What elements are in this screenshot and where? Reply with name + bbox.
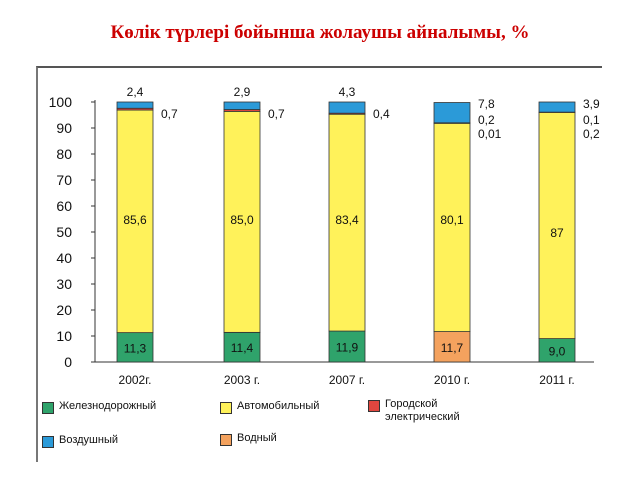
data-label-urban-electric: 0,7 — [268, 107, 285, 121]
y-tick-label: 40 — [56, 250, 72, 266]
chart-legend: Железнодорожный Автомобильный Городской … — [38, 396, 604, 462]
data-label-road: 80,1 — [440, 213, 464, 227]
bar-segment-water — [433, 331, 471, 363]
legend-swatch-railway — [42, 402, 54, 414]
legend-swatch-water — [220, 434, 232, 446]
x-tick-label: 2007 г. — [329, 373, 365, 387]
legend-label-water: Водный — [237, 432, 277, 444]
legend-item-air: Воздушный — [42, 434, 118, 448]
data-label-air: 3,9 — [583, 97, 600, 111]
bar-segment-road — [433, 122, 471, 332]
legend-item-road: Автомобильный — [220, 400, 319, 414]
chart-figure: 0 10 20 30 40 50 60 70 80 90 100 11,3 85,6 2,4 0,7 2002… — [36, 66, 602, 462]
data-label-air: 2,4 — [127, 85, 144, 99]
x-tick-label: 2010 г. — [434, 373, 470, 387]
y-tick-label: 70 — [56, 172, 72, 188]
bar-segment-railway — [328, 330, 366, 363]
legend-label-air: Воздушный — [59, 434, 119, 446]
bar-segment-railway — [223, 331, 261, 363]
y-tick-label: 50 — [56, 224, 72, 240]
bar-segment-road — [223, 110, 261, 333]
y-tick-label: 30 — [56, 276, 72, 292]
bar-segment-road — [328, 113, 366, 332]
data-label-extra: 0,2 — [583, 127, 600, 141]
slide-title: Көлік түрлері бойынша жолаушы айналымы, … — [110, 22, 530, 43]
bar-segment-railway — [116, 332, 154, 363]
legend-swatch-air — [42, 436, 54, 448]
y-tick-label: 0 — [64, 354, 72, 370]
data-label-railway: 9,0 — [549, 344, 566, 358]
bar-segment-air — [116, 101, 154, 109]
data-label-urban-electric: 0,7 — [161, 107, 178, 121]
bar-segment-air — [433, 102, 471, 124]
data-label-urban-electric: 0,1 — [583, 113, 600, 127]
bar-segment-road — [116, 109, 154, 334]
data-label-air: 2,9 — [234, 85, 251, 99]
x-tick-label: 2003 г. — [224, 373, 260, 387]
legend-item-railway: Железнодорожный — [42, 400, 156, 414]
y-tick-label: 100 — [49, 94, 73, 110]
data-label-road: 83,4 — [335, 213, 359, 227]
bar-segment-air — [328, 101, 366, 114]
y-tick-label: 90 — [56, 120, 72, 136]
legend-label-railway: Железнодорожный — [59, 400, 157, 412]
y-tick-label: 20 — [56, 302, 72, 318]
data-label-railway: 11,4 — [231, 341, 254, 355]
bar-segment-road — [538, 112, 576, 339]
x-tick-label: 2002г. — [119, 373, 152, 387]
x-tick-label: 2011 г. — [539, 373, 574, 387]
y-tick-label: 60 — [56, 198, 72, 214]
data-label-urban-electric: 0,4 — [373, 107, 390, 121]
data-label-railway: 11,9 — [336, 341, 359, 355]
legend-item-water: Водный — [220, 432, 277, 446]
bar-segment-air — [538, 101, 576, 113]
data-label-road: 85,6 — [123, 213, 147, 227]
data-label-road: 85,0 — [230, 213, 254, 227]
legend-label-road: Автомобильный — [237, 400, 320, 412]
data-label-extra: 0,01 — [478, 127, 502, 141]
y-tick-label: 10 — [56, 328, 72, 344]
bar-segment-air — [223, 101, 261, 110]
data-label-water: 11,7 — [441, 341, 464, 355]
legend-swatch-road — [220, 402, 232, 414]
data-label-air: 7,8 — [478, 97, 495, 111]
stacked-bar-chart: 0 10 20 30 40 50 60 70 80 90 100 11,3 85,6 2,4 0,7 2002… — [49, 85, 600, 387]
data-label-urban-electric: 0,2 — [478, 113, 495, 127]
data-label-road: 87 — [550, 226, 564, 240]
legend-item-urban-electric: Городской электрический — [368, 398, 460, 424]
legend-swatch-urban-electric — [368, 400, 380, 412]
legend-label-urban-electric: Городской электрический — [385, 398, 460, 423]
y-tick-label: 80 — [56, 146, 72, 162]
data-label-air: 4,3 — [339, 85, 356, 99]
data-label-railway: 11,3 — [124, 341, 147, 355]
